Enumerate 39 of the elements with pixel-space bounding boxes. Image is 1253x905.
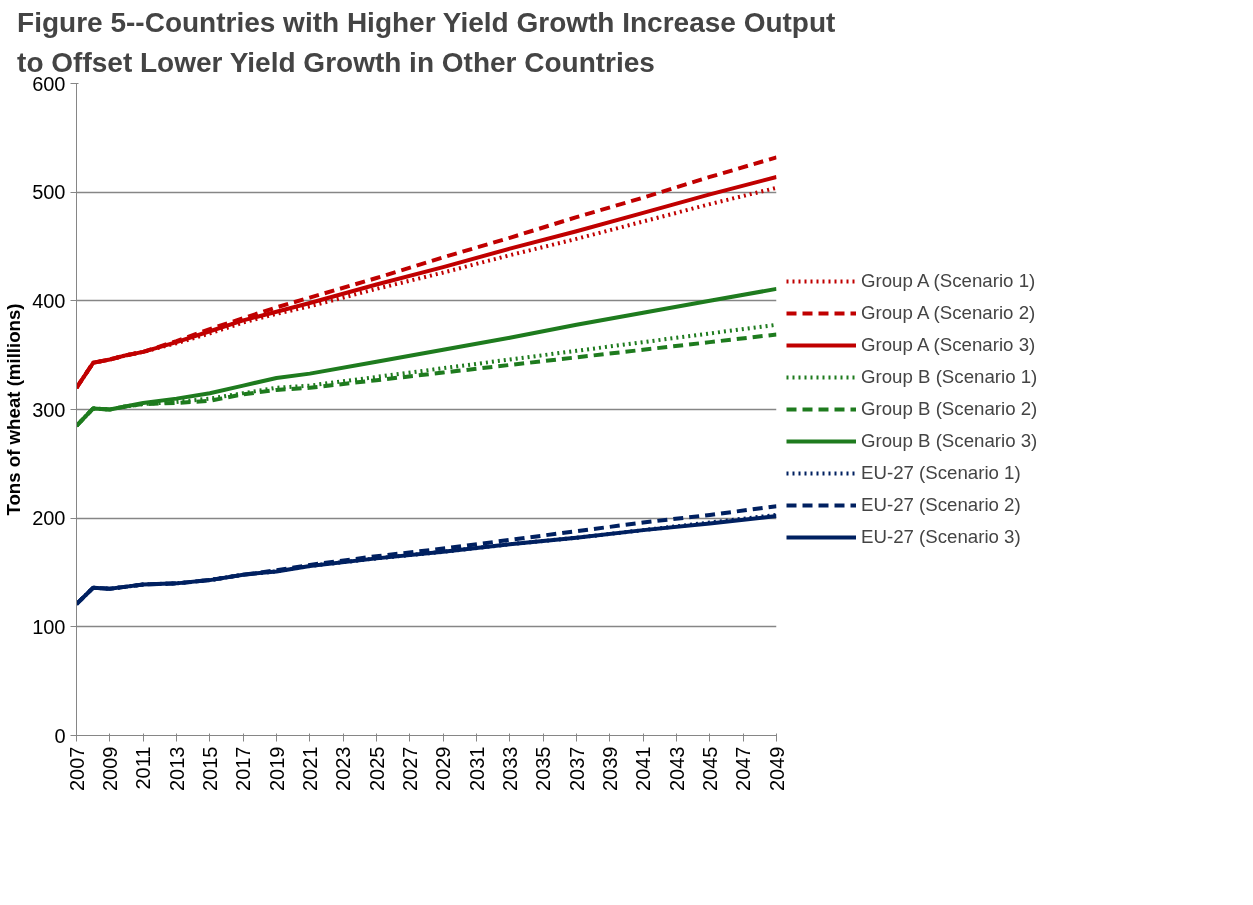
y-tick-label: 600 [32,72,66,95]
y-tick-label: 300 [32,398,66,421]
x-tick-label: 2035 [532,746,555,791]
x-tick-label: 2039 [598,746,621,791]
y-tick-label: 400 [32,289,66,312]
x-tick-label: 2025 [365,746,388,791]
legend-label: EU-27 (Scenario 1) [861,462,1021,484]
x-tick-label: 2011 [132,746,155,790]
x-tick-label: 2017 [232,746,255,791]
x-tick-label: 2027 [398,746,421,791]
x-tick-label: 2023 [332,746,355,791]
x-tick-label: 2049 [765,746,788,791]
y-tick-label: 0 [54,724,66,747]
x-tick-label: 2013 [165,746,188,791]
x-tick-label: 2033 [498,746,521,791]
x-tick-label: 2043 [665,746,688,791]
x-tick-label: 2031 [465,746,488,791]
y-tick-label: 200 [32,507,66,530]
legend-label: Group B (Scenario 2) [861,398,1038,420]
y-axis-title: Tons of wheat (millions) [3,303,25,516]
legend-label: Group A (Scenario 3) [861,334,1036,356]
x-tick-label: 2009 [98,746,121,791]
y-tick-label: 100 [32,615,66,638]
y-tick-label: 500 [32,181,66,204]
x-tick-label: 2041 [632,746,655,791]
legend-label: EU-27 (Scenario 3) [861,526,1021,548]
legend-label: EU-27 (Scenario 2) [861,494,1021,516]
x-tick-label: 2021 [298,746,321,791]
legend-label: Group B (Scenario 3) [861,430,1038,452]
legend-label: Group A (Scenario 1) [861,270,1036,292]
x-tick-label: 2019 [265,746,288,791]
x-tick-label: 2047 [732,746,755,791]
x-tick-label: 2015 [198,746,221,791]
legend-label: Group A (Scenario 2) [861,302,1036,324]
x-tick-label: 2037 [565,746,588,791]
x-tick-label: 2029 [432,746,455,791]
legend-label: Group B (Scenario 1) [861,366,1038,388]
x-tick-label: 2007 [65,746,88,791]
x-tick-label: 2045 [698,746,721,791]
